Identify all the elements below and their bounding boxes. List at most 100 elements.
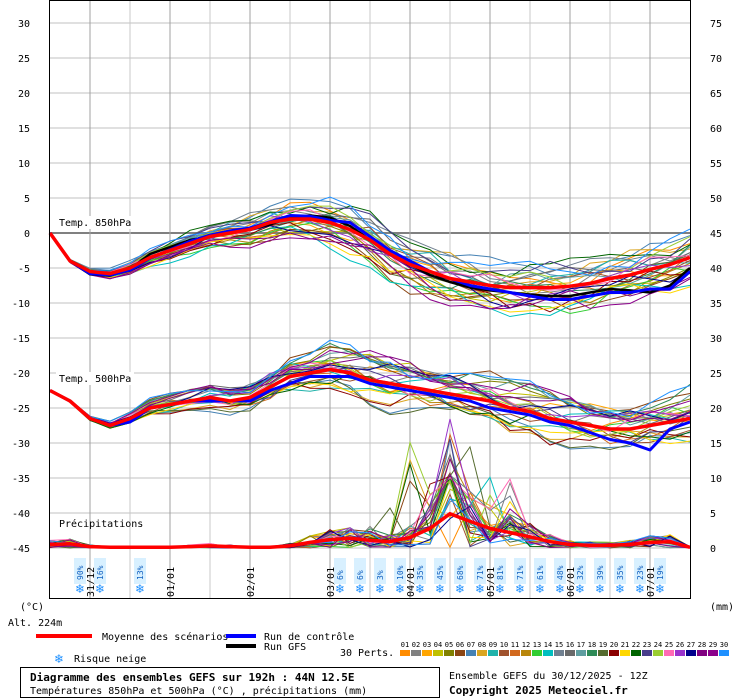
perturbation-id: 10 <box>500 641 508 649</box>
snow-risk-row: 90% ❄ 16% ❄ 13% ❄ 6% ❄ 6% ❄ 3% ❄ 10% ❄ 35% ❄ 45% ❄ 68% ❄ 71%… <box>74 558 666 596</box>
left-tick-label: 5 <box>24 194 30 205</box>
perturbation-swatch <box>642 650 652 656</box>
left-tick-label: -35 <box>12 474 30 485</box>
snow-risk-cell <box>434 558 446 584</box>
right-tick-label: 55 <box>710 159 722 170</box>
perturbation-swatches: 01 02 03 04 05 06 07 08 09 10 11 12 13 14 15 16 17 18 19 20… <box>400 641 729 656</box>
snow-risk-pct: 6% <box>336 570 345 580</box>
run-info: Ensemble GEFS du 30/12/2025 - 12Z <box>449 671 648 682</box>
perturbation-swatch <box>411 650 421 656</box>
perturbation-swatch <box>675 650 685 656</box>
snow-risk-cell <box>534 558 546 584</box>
snowflake-icon: ❄ <box>455 582 465 596</box>
perturbation-swatch <box>455 650 465 656</box>
snow-risk-pct: 23% <box>636 565 645 580</box>
member-t500-line <box>49 349 691 425</box>
date-tick-label: 03/01 <box>326 567 337 597</box>
snow-risk-pct: 81% <box>496 565 505 580</box>
legend-control-label: Run de contrôle <box>264 631 354 643</box>
main-series <box>48 214 691 550</box>
left-tick-label: -45 <box>12 544 30 555</box>
perturbation-id: 27 <box>687 641 695 649</box>
perturbation-swatch <box>466 650 476 656</box>
snowflake-icon: ❄ <box>635 582 645 596</box>
perturbation-id: 16 <box>566 641 574 649</box>
perturbation-id: 03 <box>423 641 431 649</box>
left-tick-label: -40 <box>12 509 30 520</box>
legend-mean-label: Moyenne des scénarios <box>102 631 228 643</box>
perturbation-swatch <box>653 650 663 656</box>
right-tick-label: 20 <box>710 404 722 415</box>
snowflake-icon: ❄ <box>415 582 425 596</box>
perturbation-swatch <box>433 650 443 656</box>
plot-frame <box>49 0 691 599</box>
snowflake-icon: ❄ <box>655 582 665 596</box>
perturbation-id: 22 <box>632 641 640 649</box>
perturbation-id: 20 <box>610 641 618 649</box>
perturbation-id: 19 <box>599 641 607 649</box>
snowflake-icon: ❄ <box>375 582 385 596</box>
perturbation-swatch <box>400 650 410 656</box>
snow-risk-pct: 10% <box>396 565 405 580</box>
perturbation-swatch <box>543 650 553 656</box>
perturbation-id: 17 <box>577 641 585 649</box>
snow-risk-pct: 71% <box>476 565 485 580</box>
member-t500-line <box>49 351 691 426</box>
left-tick-label: 25 <box>18 54 30 65</box>
right-tick-label: 45 <box>710 229 722 240</box>
title-box <box>20 667 440 698</box>
member-t850-line <box>49 226 691 318</box>
snow-risk-cell <box>494 558 506 584</box>
snowflake-icon: ❄ <box>575 582 585 596</box>
right-tick-label: 0 <box>710 544 716 555</box>
snowflake-icon: ❄ <box>95 582 105 596</box>
date-tick-label: 07/01 <box>646 567 657 597</box>
snow-risk-pct: 90% <box>76 565 85 580</box>
perturbation-swatch <box>587 650 597 656</box>
perturbation-swatch <box>488 650 498 656</box>
snowflake-icon: ❄ <box>535 582 545 596</box>
member-t850-line <box>49 229 691 311</box>
left-axis-unit: (°C) <box>20 602 44 613</box>
snowflake-icon: ❄ <box>355 582 365 596</box>
perturbation-id: 18 <box>588 641 596 649</box>
snow-risk-cell <box>634 558 646 584</box>
perturbation-id: 23 <box>643 641 651 649</box>
right-tick-label: 10 <box>710 474 722 485</box>
left-tick-label: -5 <box>18 264 30 275</box>
snowflake-icon: ❄ <box>595 582 605 596</box>
snow-risk-pct: 71% <box>516 565 525 580</box>
perturbation-swatch <box>686 650 696 656</box>
snowflake-icon: ❄ <box>435 582 445 596</box>
member-t850-line <box>49 215 691 303</box>
snow-risk-cell <box>374 558 386 584</box>
member-t500-line <box>49 381 691 446</box>
snow-risk-pct: 48% <box>556 565 565 580</box>
perturbation-id: 11 <box>511 641 519 649</box>
right-tick-label: 60 <box>710 124 722 135</box>
snow-risk-pct: 39% <box>596 565 605 580</box>
snowflake-icon: ❄ <box>135 582 145 596</box>
snow-risk-cell <box>614 558 626 584</box>
member-t500-line <box>49 353 691 426</box>
left-tick-label: 10 <box>18 159 30 170</box>
perturbation-swatch <box>576 650 586 656</box>
perturbation-id: 01 <box>401 641 409 649</box>
snow-risk-pct: 68% <box>456 565 465 580</box>
snow-risk-cell <box>654 558 666 584</box>
snowflake-icon: ❄ <box>395 582 405 596</box>
perturbation-swatch <box>521 650 531 656</box>
perturbation-swatch <box>719 650 729 656</box>
snow-risk-cell <box>134 558 146 584</box>
perturbation-swatch <box>664 650 674 656</box>
member-t500-line <box>49 339 691 422</box>
left-tick-label: -25 <box>12 404 30 415</box>
member-t850-line <box>49 222 691 314</box>
right-axis-unit: (mm) <box>710 602 734 613</box>
perturbation-id: 15 <box>555 641 563 649</box>
copyright: Copyright 2025 Meteociel.fr <box>449 684 628 697</box>
perturbation-swatch <box>620 650 630 656</box>
member-t500-line <box>49 356 691 426</box>
snowflake-icon: ❄ <box>555 582 565 596</box>
